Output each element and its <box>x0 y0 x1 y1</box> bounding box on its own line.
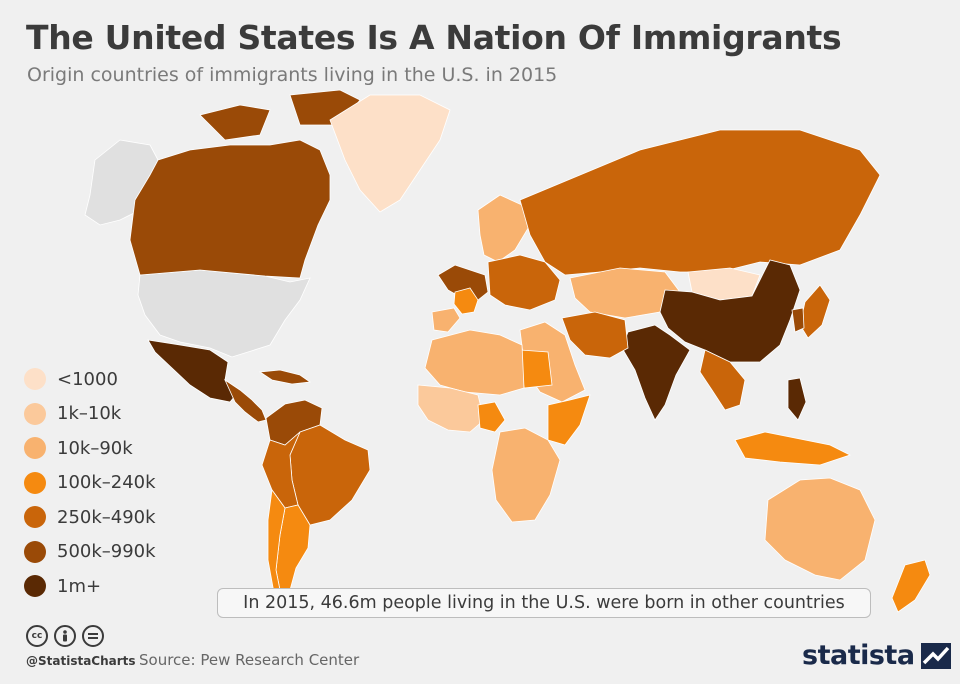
map-region-canada <box>129 89 361 279</box>
map-region-russia <box>519 129 881 276</box>
map-region-japan <box>799 284 831 339</box>
page-title: The United States Is A Nation Of Immigra… <box>26 18 842 57</box>
attribution-icon[interactable] <box>54 625 76 647</box>
legend-label: 250k–490k <box>57 506 156 528</box>
map-region-brazil <box>289 424 371 526</box>
map-region-peru-bolivia <box>261 431 301 509</box>
legend-label: 1k–10k <box>57 403 122 425</box>
legend-swatch <box>24 540 46 563</box>
legend-swatch <box>24 402 46 425</box>
legend-item: 250k–490k <box>24 500 156 535</box>
map-region-france <box>453 287 479 315</box>
legend-swatch <box>24 368 46 391</box>
map-region-united-states <box>137 269 311 358</box>
legend-item: <1000 <box>24 362 156 397</box>
map-region-china <box>659 259 801 363</box>
legend-swatch <box>24 506 46 529</box>
map-region-egypt <box>519 349 553 389</box>
statista-logo-text: statista <box>802 640 915 671</box>
map-region-scandinavia <box>477 194 531 263</box>
legend-label: <1000 <box>57 368 118 390</box>
source-credit: Source: Pew Research Center <box>139 651 360 669</box>
map-region-north-africa <box>424 329 525 396</box>
legend-label: 100k–240k <box>57 472 156 494</box>
legend-item: 500k–990k <box>24 535 156 570</box>
statista-logo-icon <box>920 642 951 669</box>
summary-note-text: In 2015, 46.6m people living in the U.S.… <box>243 593 845 613</box>
map-region-indonesia <box>734 431 852 466</box>
creative-commons-icon[interactable]: cc <box>26 625 48 647</box>
legend-label: 500k–990k <box>57 541 156 563</box>
map-region-india <box>621 324 691 421</box>
page-subtitle: Origin countries of immigrants living in… <box>27 64 558 86</box>
map-region-iberia <box>431 307 461 333</box>
map-region-western-europe <box>437 264 489 301</box>
map-region-philippines <box>787 377 807 421</box>
legend-item: 100k–240k <box>24 466 156 501</box>
legend-item: 1m+ <box>24 569 156 604</box>
map-legend: <1000 1k–10k 10k–90k 100k–240k 250k–490k… <box>24 362 156 604</box>
legend-swatch <box>24 575 46 598</box>
map-region-west-africa <box>417 384 485 433</box>
map-region-iran-iraq <box>561 311 629 359</box>
map-region-eastern-europe <box>487 254 561 311</box>
map-region-nigeria <box>477 401 506 433</box>
legend-item: 10k–90k <box>24 431 156 466</box>
legend-item: 1k–10k <box>24 397 156 432</box>
map-region-southern-africa <box>491 427 561 523</box>
map-region-korea <box>791 307 805 333</box>
twitter-handle[interactable]: @StatistaCharts <box>26 654 136 668</box>
legend-swatch <box>24 471 46 494</box>
no-derivatives-icon[interactable] <box>82 625 104 647</box>
legend-swatch <box>24 437 46 460</box>
map-region-new-zealand <box>891 559 931 613</box>
map-region-southeast-asia <box>699 349 746 411</box>
statista-logo[interactable]: statista <box>802 640 951 671</box>
map-region-greenland <box>329 94 451 213</box>
map-region-australia <box>764 477 876 581</box>
map-region-east-africa <box>547 394 591 446</box>
legend-label: 1m+ <box>57 575 102 597</box>
license-icons: cc <box>26 625 104 647</box>
summary-note: In 2015, 46.6m people living in the U.S.… <box>217 588 871 618</box>
legend-label: 10k–90k <box>57 437 133 459</box>
map-region-caribbean <box>258 369 312 385</box>
